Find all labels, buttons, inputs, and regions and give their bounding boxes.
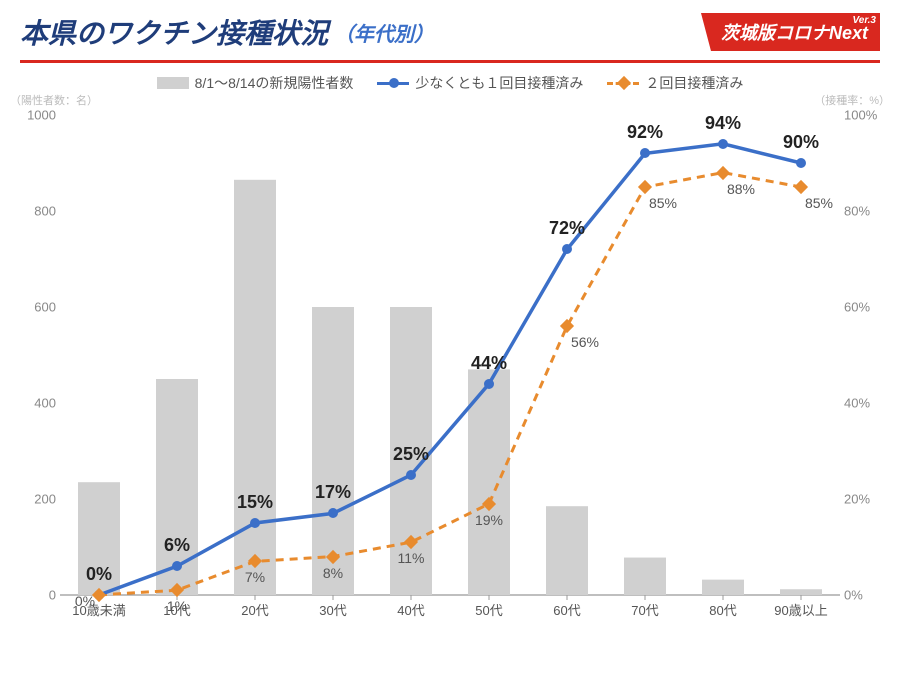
x-tick: 90歳以上 — [774, 600, 827, 619]
legend-line1-icon — [377, 82, 409, 85]
label-dose2: 1% — [167, 598, 187, 614]
bar — [702, 580, 744, 595]
y-tick-left: 0 — [20, 588, 56, 603]
label-dose2: 19% — [475, 512, 503, 528]
legend-item-line2: ２回目接種済み — [607, 73, 743, 93]
y-tick-right: 40% — [844, 396, 888, 411]
label-dose2: 11% — [398, 550, 425, 566]
legend: 8/1～8/14の新規陽性者数 少なくとも１回目接種済み ２回目接種済み — [0, 73, 900, 93]
label-dose2: 56% — [571, 334, 599, 350]
x-tick: 20代 — [241, 600, 268, 619]
y-tick-left: 400 — [20, 396, 56, 411]
label-dose1: 17% — [315, 482, 351, 503]
legend-line1-label: 少なくとも１回目接種済み — [415, 73, 583, 93]
legend-item-line1: 少なくとも１回目接種済み — [377, 73, 583, 93]
y-tick-right: 100% — [844, 108, 888, 123]
label-dose1: 90% — [783, 132, 819, 153]
legend-item-bar: 8/1～8/14の新規陽性者数 — [157, 73, 354, 93]
marker-dose1 — [640, 148, 650, 158]
line-dose1 — [99, 144, 801, 595]
y-tick-left: 200 — [20, 492, 56, 507]
line-dose2 — [99, 173, 801, 595]
label-dose1: 92% — [627, 122, 663, 143]
marker-dose1 — [406, 470, 416, 480]
label-dose2: 85% — [805, 195, 833, 211]
label-dose1: 6% — [164, 535, 190, 556]
label-dose2: 8% — [323, 565, 343, 581]
label-dose1: 0% — [86, 564, 112, 585]
page-title: 本県のワクチン接種状況 — [20, 12, 328, 52]
y-tick-left: 800 — [20, 204, 56, 219]
label-dose1: 44% — [471, 353, 507, 374]
label-dose1: 15% — [237, 492, 273, 513]
label-dose2: 7% — [245, 569, 265, 585]
header: 本県のワクチン接種状況 （年代別） 茨城版コロナNext Ver.3 — [0, 0, 900, 60]
legend-bar-label: 8/1～8/14の新規陽性者数 — [195, 73, 354, 93]
x-tick: 30代 — [319, 600, 346, 619]
page-subtitle: （年代別） — [334, 18, 434, 47]
label-dose1: 94% — [705, 113, 741, 134]
marker-dose1 — [562, 244, 572, 254]
badge-version: Ver.3 — [852, 15, 876, 26]
bar — [546, 506, 588, 595]
marker-dose1 — [484, 379, 494, 389]
badge-next: Next — [829, 23, 868, 43]
marker-dose1 — [328, 508, 338, 518]
marker-dose1 — [718, 139, 728, 149]
y-tick-right: 0% — [844, 588, 888, 603]
y-tick-right: 80% — [844, 204, 888, 219]
label-dose2: 88% — [727, 181, 755, 197]
label-dose2: 85% — [649, 195, 677, 211]
badge: 茨城版コロナNext Ver.3 — [701, 13, 880, 51]
marker-dose1 — [172, 561, 182, 571]
y-tick-right: 20% — [844, 492, 888, 507]
legend-line2-icon — [607, 82, 639, 85]
y-tick-left: 600 — [20, 300, 56, 315]
x-tick: 70代 — [631, 600, 658, 619]
x-tick: 60代 — [553, 600, 580, 619]
bar — [624, 558, 666, 595]
label-dose2: 0% — [75, 593, 95, 609]
bar — [780, 589, 822, 595]
chart: 020040060080010000%20%40%60%80%100%10歳未満… — [60, 115, 840, 625]
y-axis-right-label: （接種率：%） — [814, 92, 890, 108]
label-dose1: 72% — [549, 218, 585, 239]
y-axis-left-label: （陽性者数：名） — [10, 92, 98, 108]
header-underline — [20, 60, 880, 63]
y-tick-right: 60% — [844, 300, 888, 315]
marker-dose1 — [796, 158, 806, 168]
label-dose1: 25% — [393, 444, 429, 465]
legend-bar-icon — [157, 77, 189, 89]
marker-dose1 — [250, 518, 260, 528]
badge-prefix: 茨城版コロナ — [721, 23, 829, 43]
legend-line2-label: ２回目接種済み — [645, 73, 743, 93]
x-tick: 40代 — [397, 600, 424, 619]
y-tick-left: 1000 — [20, 108, 56, 123]
x-tick: 80代 — [709, 600, 736, 619]
x-tick: 50代 — [475, 600, 502, 619]
